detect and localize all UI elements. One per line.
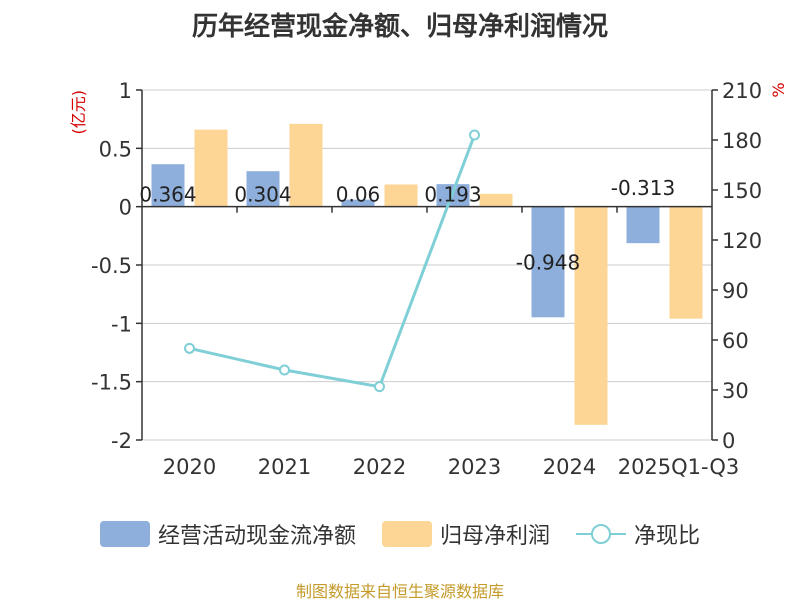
left-tick-label: 0.5 (99, 137, 132, 161)
right-tick-label: 120 (722, 229, 762, 253)
legend-label-cashflow: 经营活动现金流净额 (157, 524, 356, 549)
ratio-point (184, 342, 195, 354)
right-tick-label: 90 (722, 279, 749, 303)
bar-profit (289, 123, 323, 207)
bar-cashflow (531, 206, 565, 318)
left-tick-label: -1 (111, 312, 132, 336)
right-axis-title: % (769, 82, 788, 97)
right-tick-label: 0 (722, 429, 735, 453)
chart-title: 历年经营现金净额、归母净利润情况 (191, 12, 608, 42)
ratio-line (184, 129, 480, 393)
left-axis-title: (亿元) (69, 90, 88, 135)
data-label-cashflow: -0.313 (611, 176, 675, 200)
ratio-line-path (189, 134, 476, 389)
legend-ratio[interactable]: 净现比 (576, 518, 700, 550)
right-tick-label: 210 (722, 79, 762, 103)
bar-cashflow (246, 171, 280, 207)
legend-label-ratio: 净现比 (634, 524, 701, 549)
legend-swatch-ratio (576, 524, 626, 544)
data-label-cashflow: 0.06 (336, 183, 381, 207)
legend: 经营活动现金流净额 归母净利润 净现比 (0, 518, 800, 550)
right-tick-label: 30 (722, 379, 749, 403)
bars (151, 123, 703, 425)
bar-cashflow (626, 206, 660, 244)
data-label-cashflow: 0.304 (234, 183, 291, 207)
x-tick-label: 2025Q1-Q3 (618, 455, 740, 479)
ratio-point (374, 381, 385, 393)
bar-profit (669, 206, 703, 319)
left-tick-label: -1.5 (91, 371, 132, 395)
legend-label-profit: 归母净利润 (439, 524, 550, 549)
legend-ratio-marker (591, 524, 611, 544)
right-tick-label: 180 (722, 129, 762, 153)
x-tick-label: 2021 (258, 455, 311, 479)
data-label-cashflow: -0.948 (516, 250, 580, 274)
bar-cashflow (151, 164, 185, 207)
ratio-point (279, 364, 290, 376)
legend-swatch-cashflow (99, 521, 150, 547)
data-label-cashflow: 0.193 (424, 183, 481, 207)
x-tick-label: 2020 (163, 455, 216, 479)
x-tick-label: 2024 (543, 455, 596, 479)
legend-swatch-profit (381, 521, 432, 547)
x-tick-label: 2023 (448, 455, 501, 479)
source-note: 制图数据来自恒生聚源数据库 (295, 582, 504, 601)
left-tick-label: 0 (119, 196, 132, 220)
left-tick-label: -2 (111, 429, 132, 453)
ratio-point (469, 129, 480, 141)
data-label-cashflow: 0.364 (139, 183, 196, 207)
bar-profit (574, 206, 608, 425)
bar-profit (194, 129, 228, 207)
left-tick-label: 1 (119, 79, 132, 103)
bar-profit (479, 193, 513, 207)
legend-cashflow[interactable]: 经营活动现金流净额 (99, 518, 356, 550)
right-tick-label: 60 (722, 329, 749, 353)
bar-profit (384, 184, 418, 207)
right-tick-label: 150 (722, 179, 762, 203)
legend-profit[interactable]: 归母净利润 (381, 518, 550, 550)
left-tick-label: -0.5 (91, 254, 132, 278)
data-labels: 0.364 0.304 0.06 0.193 -0.948 -0.313 (139, 176, 675, 274)
axes: 1 0.5 0 -0.5 -1 -1.5 -2 210 180 150 120 90 60 30 0 (亿元)… (69, 79, 788, 479)
x-tick-label: 2022 (353, 455, 406, 479)
bar-cashflow (341, 199, 375, 207)
